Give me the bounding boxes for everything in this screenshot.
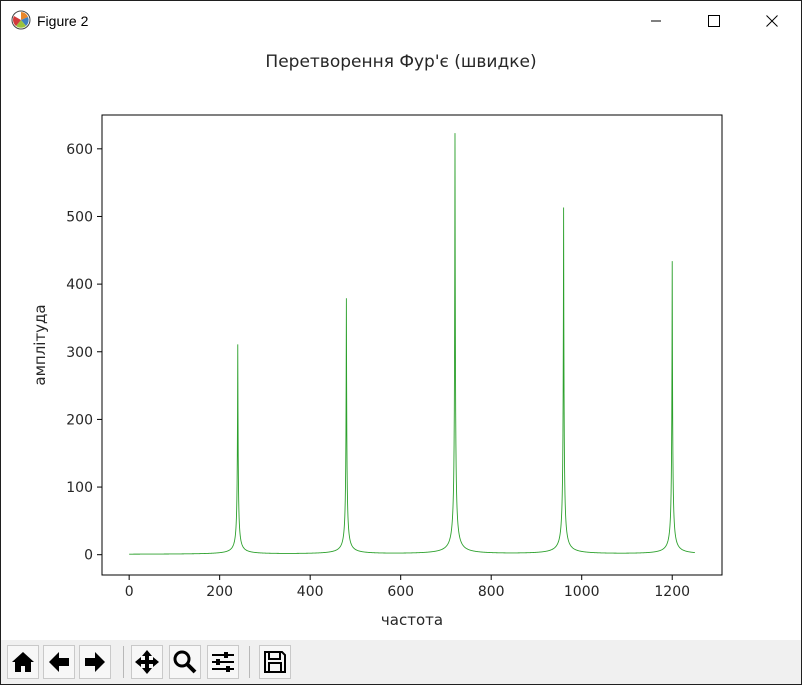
minimize-icon — [651, 20, 661, 22]
matplotlib-logo-icon — [11, 10, 31, 30]
fft-amplitude-line — [129, 133, 695, 555]
x-axis-ticks: 0 200 400 600 800 1000 1200 — [125, 575, 690, 600]
figure-canvas[interactable]: Перетворення Фур'є (швидке) 0 200 400 600 80… — [1, 41, 801, 640]
y-axis-ticks: 0 100 200 300 400 500 600 — [66, 142, 102, 564]
home-button[interactable] — [7, 645, 39, 679]
x-tick-label: 1000 — [564, 584, 600, 600]
x-tick-label: 1200 — [654, 584, 690, 600]
save-icon — [264, 651, 286, 673]
zoom-icon — [173, 650, 197, 674]
x-tick-label: 400 — [297, 584, 324, 600]
zoom-button[interactable] — [169, 645, 201, 679]
y-tick-label: 500 — [66, 209, 93, 225]
maximize-button[interactable] — [685, 1, 743, 41]
minimize-button[interactable] — [627, 1, 685, 41]
navigation-toolbar — [1, 640, 801, 684]
maximize-icon — [708, 15, 720, 27]
y-tick-label: 300 — [66, 345, 93, 361]
y-tick-label: 0 — [84, 548, 93, 564]
y-axis-label: амплітуда — [31, 304, 49, 385]
toolbar-separator — [123, 646, 124, 678]
pan-icon — [135, 650, 159, 674]
y-tick-label: 200 — [66, 412, 93, 428]
close-icon — [766, 15, 778, 27]
x-tick-label: 600 — [387, 584, 414, 600]
toolbar-separator — [249, 646, 250, 678]
close-button[interactable] — [743, 1, 801, 41]
plot-area — [101, 114, 723, 576]
forward-button[interactable] — [79, 645, 111, 679]
configure-subplots-button[interactable] — [207, 645, 239, 679]
back-button[interactable] — [43, 645, 75, 679]
y-tick-label: 400 — [66, 277, 93, 293]
back-icon — [49, 652, 69, 672]
configure-icon — [212, 652, 234, 672]
chart: Перетворення Фур'є (швидке) 0 200 400 600 80… — [31, 52, 723, 629]
chart-title: Перетворення Фур'є (швидке) — [265, 52, 536, 72]
window-title: Figure 2 — [37, 13, 89, 29]
x-axis-label: частота — [381, 611, 443, 629]
pan-button[interactable] — [131, 645, 163, 679]
y-tick-label: 100 — [66, 480, 93, 496]
home-icon — [12, 652, 34, 672]
x-tick-label: 0 — [125, 584, 134, 600]
forward-icon — [85, 652, 105, 672]
x-tick-label: 200 — [206, 584, 233, 600]
save-button[interactable] — [259, 645, 291, 679]
title-bar: Figure 2 — [1, 1, 801, 41]
x-tick-label: 800 — [478, 584, 505, 600]
y-tick-label: 600 — [66, 142, 93, 158]
